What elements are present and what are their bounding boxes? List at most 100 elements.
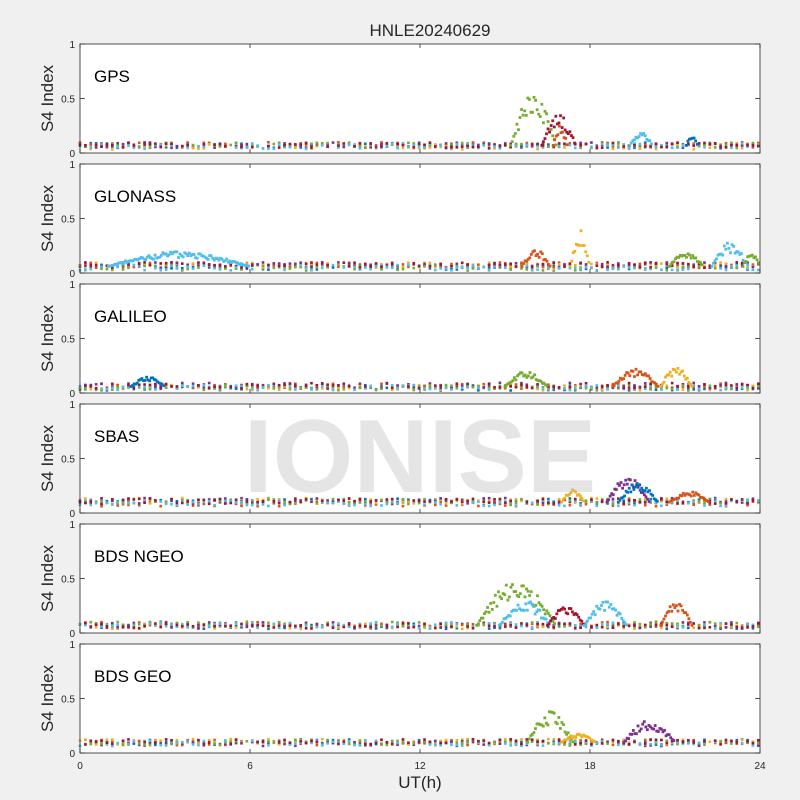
data-point [665, 384, 669, 388]
data-point [710, 265, 714, 268]
data-point [154, 142, 157, 145]
data-point [200, 254, 204, 258]
data-point [137, 504, 141, 507]
y-tick-label: 1 [69, 400, 75, 411]
data-point [197, 147, 200, 151]
data-point [518, 592, 522, 596]
data-point [94, 625, 98, 629]
data-point [525, 738, 529, 741]
data-point [304, 262, 308, 266]
data-point [713, 264, 717, 268]
data-point [674, 257, 677, 261]
data-point [213, 625, 216, 628]
data-point [566, 736, 570, 740]
data-point [713, 142, 717, 146]
data-point [256, 386, 259, 390]
data-point [353, 503, 356, 507]
data-point [89, 742, 93, 746]
data-point [579, 622, 582, 626]
data-point [645, 374, 649, 378]
data-point [735, 741, 739, 744]
data-point [514, 623, 518, 626]
data-point [536, 382, 539, 386]
data-point [374, 501, 378, 505]
data-point [164, 252, 168, 256]
data-point [692, 500, 695, 504]
data-point [670, 609, 674, 613]
data-point [625, 371, 629, 374]
data-point [466, 269, 469, 272]
data-point [719, 264, 722, 267]
data-point [186, 385, 189, 388]
data-point [708, 498, 712, 501]
data-point [337, 742, 340, 746]
data-point [116, 504, 119, 507]
data-point [487, 146, 491, 150]
data-point [681, 621, 685, 624]
data-point [148, 261, 152, 265]
data-point [579, 261, 582, 265]
data-point [623, 373, 627, 377]
data-point [633, 740, 636, 744]
data-point [647, 500, 651, 503]
data-point [643, 372, 647, 376]
data-point [434, 623, 437, 627]
data-point [557, 121, 561, 125]
data-point [525, 587, 528, 591]
data-point [277, 386, 281, 389]
data-point [672, 260, 676, 264]
data-point [678, 493, 682, 497]
data-point [337, 146, 340, 149]
data-point [288, 741, 292, 744]
data-point [618, 498, 622, 502]
data-point [180, 381, 184, 385]
data-point [455, 141, 459, 145]
data-point [374, 499, 378, 502]
data-point [256, 500, 259, 504]
y-tick-label: 1 [69, 520, 75, 531]
data-point [537, 112, 541, 116]
data-point [613, 487, 617, 491]
data-point [132, 626, 136, 629]
data-point [342, 624, 346, 627]
data-point [136, 258, 140, 262]
data-point [466, 741, 469, 744]
data-point [568, 499, 572, 502]
data-point [175, 261, 179, 265]
data-point [615, 381, 619, 385]
data-point [423, 145, 426, 149]
data-point [655, 729, 659, 733]
data-point [654, 740, 658, 744]
data-point [487, 266, 491, 270]
data-point [536, 502, 539, 506]
axes-background [80, 404, 760, 513]
data-point [627, 147, 631, 151]
data-point [256, 502, 259, 506]
data-point [645, 138, 649, 141]
data-point [175, 501, 179, 505]
data-point [477, 145, 480, 149]
data-point [665, 145, 669, 149]
data-point [595, 604, 599, 608]
data-point [525, 375, 529, 379]
data-point [584, 739, 588, 742]
data-point [587, 260, 591, 264]
data-point [180, 501, 184, 505]
data-point [595, 497, 599, 500]
data-point [730, 143, 733, 147]
data-point [337, 626, 340, 630]
data-point [500, 597, 503, 601]
data-point [170, 740, 173, 743]
data-point [347, 386, 351, 390]
data-point [649, 499, 652, 503]
data-point [595, 626, 599, 630]
data-point [697, 387, 701, 391]
data-point [665, 141, 669, 145]
data-point [560, 740, 564, 744]
data-point [178, 252, 182, 256]
data-point [390, 620, 394, 624]
data-point [523, 595, 527, 599]
data-point [541, 744, 545, 747]
data-point [611, 145, 615, 149]
data-point [547, 501, 550, 505]
